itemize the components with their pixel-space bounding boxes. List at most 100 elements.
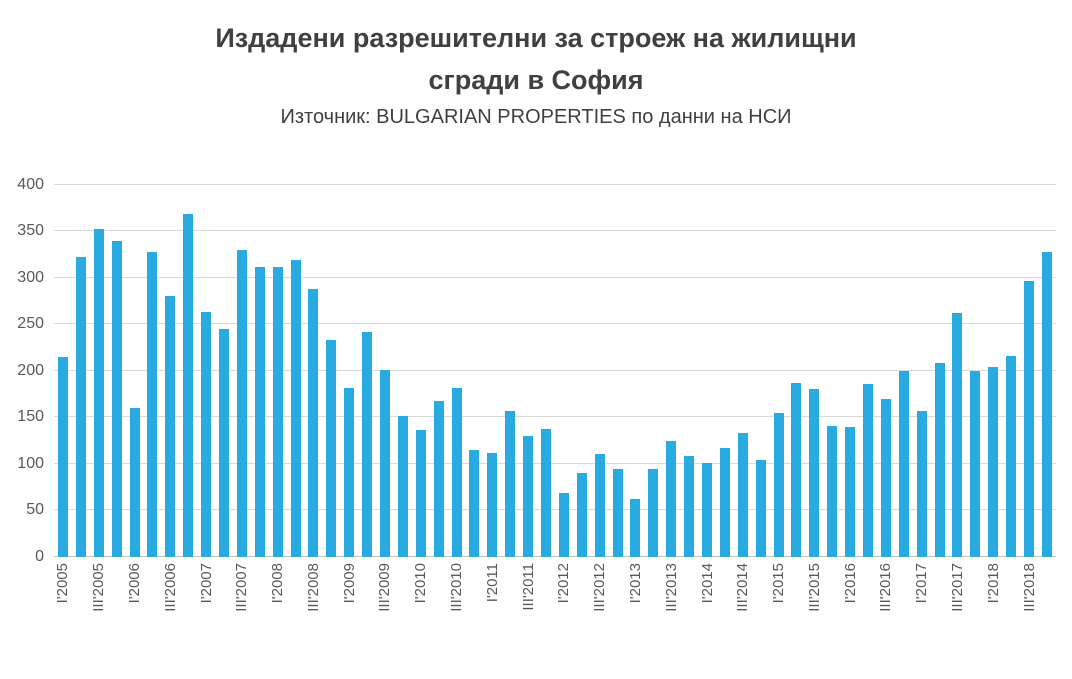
bar-I'2014 (702, 462, 713, 557)
bar-slot (54, 185, 72, 557)
bar-slot (680, 185, 698, 557)
bar-slot (72, 185, 90, 557)
x-tick-label: III'2009 (376, 562, 394, 612)
bar-slot (287, 185, 305, 557)
chart-title-line1: Издадени разрешителни за строеж на жилищ… (215, 23, 857, 53)
bar-IV'2014 (755, 459, 766, 557)
bar-III'2009 (379, 369, 390, 557)
bars-row (54, 185, 1056, 557)
bar-slot (644, 185, 662, 557)
x-tick-cell: I'2010 (412, 563, 430, 649)
x-tick-label: III'2016 (877, 562, 895, 612)
bar-slot (931, 185, 949, 557)
gridline (54, 416, 1056, 418)
x-tick-cell (573, 563, 591, 649)
x-tick-label: I'2015 (770, 562, 788, 604)
gridline (54, 509, 1056, 511)
x-tick-cell (251, 563, 269, 649)
x-tick-label: I'2005 (54, 562, 72, 604)
x-tick-label: III'2015 (805, 562, 823, 612)
x-tick-label: III'2010 (448, 562, 466, 612)
bar-slot (394, 185, 412, 557)
x-tick-cell (215, 563, 233, 649)
bar-III'2007 (236, 249, 247, 557)
x-tick-label: I'2016 (841, 562, 859, 604)
bar-IV'2007 (254, 266, 265, 557)
x-tick-cell (788, 563, 806, 649)
gridline (54, 462, 1056, 464)
bar-slot (895, 185, 913, 557)
bar-IV'2012 (612, 469, 623, 557)
y-tick-label: 250 (17, 315, 44, 333)
x-tick-label: I'2009 (340, 562, 358, 604)
bar-II'2017 (934, 363, 945, 557)
gridline (54, 369, 1056, 371)
x-tick-label: I'2014 (698, 562, 716, 604)
x-tick-cell: III'2009 (376, 563, 394, 649)
x-tick-cell (716, 563, 734, 649)
bar-II'2013 (648, 469, 659, 557)
bar-slot (984, 185, 1002, 557)
bar-III'2006 (165, 296, 176, 557)
x-tick-cell: I'2018 (984, 563, 1002, 649)
bar-II'2015 (791, 382, 802, 557)
x-tick-label: III'2008 (304, 562, 322, 612)
y-tick-label: 300 (17, 268, 44, 286)
x-tick-label: III'2005 (90, 562, 108, 612)
x-tick-cell (609, 563, 627, 649)
bar-slot (966, 185, 984, 557)
bar-I'2007 (201, 312, 212, 557)
bar-slot (269, 185, 287, 557)
bar-slot (752, 185, 770, 557)
bar-III'2017 (952, 313, 963, 557)
x-tick-cell (1038, 563, 1056, 649)
bar-IV'2008 (326, 340, 337, 557)
x-tick-label: III'2007 (233, 562, 251, 612)
x-tick-cell: III'2011 (519, 563, 537, 649)
chart-subtitle: Източник: BULGARIAN PROPERTIES по данни … (280, 105, 792, 128)
plot-area (54, 183, 1056, 557)
x-tick-cell (752, 563, 770, 649)
x-tick-label: I'2017 (913, 562, 931, 604)
x-tick-cell (823, 563, 841, 649)
bar-slot (913, 185, 931, 557)
x-tick-cell: I'2008 (269, 563, 287, 649)
x-tick-cell (394, 563, 412, 649)
bar-slot (555, 185, 573, 557)
x-tick-cell (322, 563, 340, 649)
x-tick-cell: I'2017 (913, 563, 931, 649)
x-tick-label: III'2017 (948, 562, 966, 612)
x-tick-cell (108, 563, 126, 649)
x-tick-cell: III'2006 (161, 563, 179, 649)
bar-slot (179, 185, 197, 557)
gridline (54, 323, 1056, 325)
bar-slot (143, 185, 161, 557)
x-tick-cell (680, 563, 698, 649)
y-tick-label: 0 (35, 547, 44, 565)
bar-III'2018 (1024, 281, 1035, 557)
bar-III'2012 (594, 454, 605, 557)
bar-I'2013 (630, 499, 641, 557)
bar-chart: 0 50 100 150 200 250 300 350 400 I'2005 III'2005 I… (6, 176, 1056, 649)
bar-IV'2006 (183, 214, 194, 557)
bar-III'2014 (737, 433, 748, 557)
bar-II'2008 (290, 260, 301, 557)
x-tick-cell (644, 563, 662, 649)
x-tick-cell: III'2007 (233, 563, 251, 649)
x-tick-cell: I'2009 (340, 563, 358, 649)
x-tick-label: III'2018 (1020, 562, 1038, 612)
bar-IV'2010 (469, 449, 480, 557)
bar-slot (1020, 185, 1038, 557)
bar-II'2006 (147, 251, 158, 557)
bar-III'2016 (880, 398, 891, 557)
x-tick-cell: I'2006 (126, 563, 144, 649)
bar-slot (949, 185, 967, 557)
bar-slot (465, 185, 483, 557)
x-tick-cell: I'2016 (841, 563, 859, 649)
bar-slot (483, 185, 501, 557)
x-tick-cell: III'2012 (591, 563, 609, 649)
y-tick-label: 150 (17, 408, 44, 426)
x-tick-cell: I'2005 (54, 563, 72, 649)
x-tick-label: I'2018 (984, 562, 1002, 604)
x-tick-cell: III'2016 (877, 563, 895, 649)
